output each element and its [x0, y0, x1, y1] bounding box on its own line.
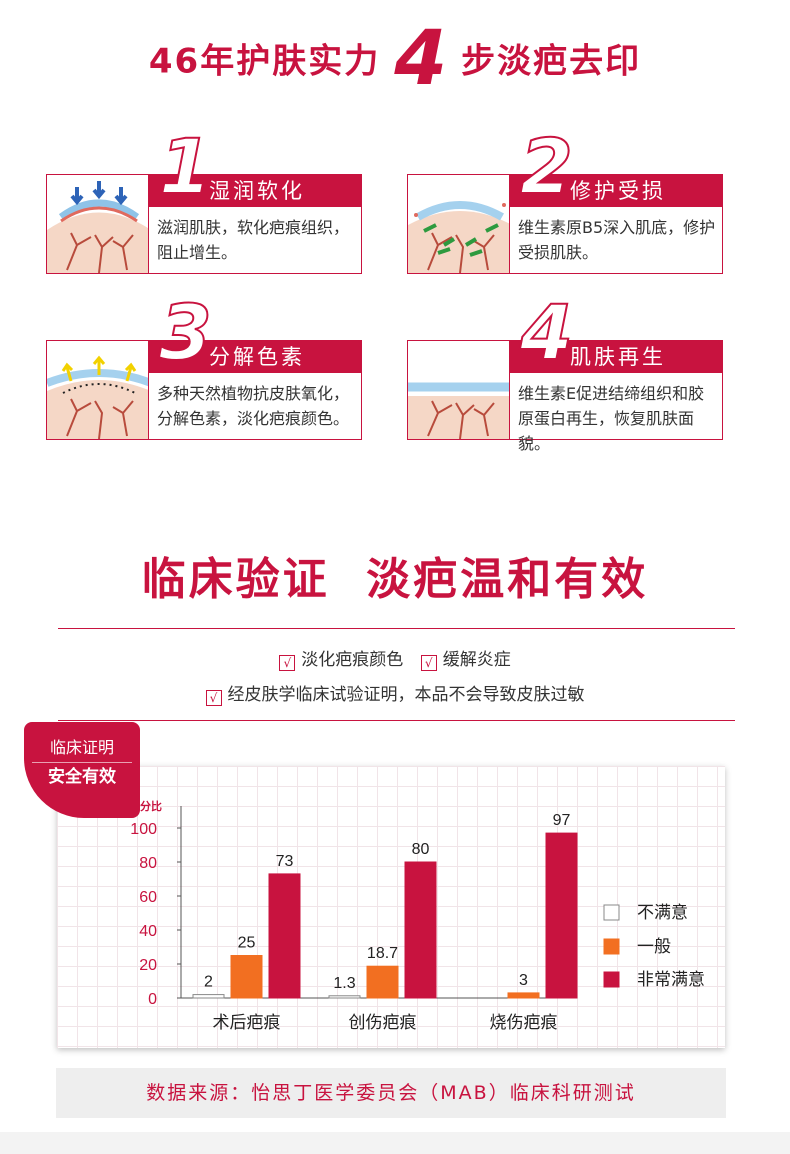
step-box-3: 3 分解色素 多种天然植物抗皮肤氧化，分解色素，淡化疤痕颜色。: [148, 294, 362, 440]
step-title: 湿润软化: [209, 179, 305, 203]
headline-part1: 46年护肤实力: [148, 41, 381, 82]
bar-1: [328, 995, 361, 999]
step-description: 滋润肌肤，软化疤痕组织，阻止增生。: [157, 218, 350, 262]
y-tick-label: 100: [130, 821, 157, 838]
divider-top: [58, 628, 735, 629]
step-card-2: 2 修护受损 维生素原B5深入肌底，修护受损肌肤。: [407, 128, 723, 274]
skin-moisture-illustration: [46, 174, 150, 274]
step-card-3: 3 分解色素 多种天然植物抗皮肤氧化，分解色素，淡化疤痕颜色。: [46, 294, 362, 440]
bar-3: [268, 873, 301, 999]
step-description: 多种天然植物抗皮肤氧化，分解色素，淡化疤痕颜色。: [157, 384, 350, 428]
step-number: 2: [519, 122, 574, 211]
y-tick-label: 40: [139, 923, 157, 940]
step-card-4: 4 肌肤再生 维生素E促进结缔组织和胶原蛋白再生，恢复肌肤面貌。: [407, 294, 723, 453]
step-number: 1: [158, 122, 213, 211]
skin-repair-illustration: [407, 174, 511, 274]
section-title: 临床验证 淡疤温和有效: [141, 554, 649, 605]
step-box-1: 1 湿润软化 滋润肌肤，软化疤痕组织，阻止增生。: [148, 128, 362, 274]
step-description: 维生素原B5深入肌底，修护受损肌肤。: [518, 218, 716, 262]
legend-swatch: [603, 938, 620, 955]
data-label: 97: [553, 812, 571, 829]
headline: 46年护肤实力 4 步淡疤去印: [0, 20, 790, 96]
legend-label: 非常满意: [637, 970, 705, 989]
bar-2: [230, 955, 263, 999]
check-icon: √: [205, 690, 222, 706]
x-tick-label: 烧伤疤痕: [490, 1013, 558, 1032]
bar-1: [192, 994, 225, 999]
claim-item: √ 缓解炎症: [420, 645, 511, 671]
pigment-breakdown-illustration: [46, 340, 150, 440]
legend-label: 不满意: [637, 903, 688, 922]
data-label: 73: [276, 853, 294, 870]
claims-row-2: √ 经皮肤学临床试验证明，本品不会导致皮肤过敏: [0, 680, 790, 706]
step-box-4: 4 肌肤再生 维生素E促进结缔组织和胶原蛋白再生，恢复肌肤面貌。: [509, 294, 723, 453]
data-source-note: 数据来源：怡思丁医学委员会（MAB）临床科研测试: [56, 1068, 726, 1118]
step-number: 3: [158, 288, 213, 377]
data-label: 2: [204, 974, 213, 991]
claim-item: √ 淡化疤痕颜色: [279, 645, 403, 671]
y-tick-label: 0: [148, 991, 157, 1008]
data-label: 25: [238, 935, 256, 952]
data-label: 1.3: [333, 975, 355, 992]
data-label: 3: [519, 972, 528, 989]
step-number: 4: [519, 288, 574, 377]
headline-number: 4: [394, 13, 448, 102]
x-tick-label: 术后疤痕: [213, 1013, 281, 1032]
bar-3: [545, 832, 578, 999]
badge-line1: 临床证明: [49, 738, 114, 757]
badge-line2: 安全有效: [48, 767, 116, 787]
bar-3: [404, 861, 437, 999]
footer-strip: [0, 1132, 790, 1154]
check-icon: √: [420, 655, 437, 671]
step-title: 肌肤再生: [570, 345, 666, 369]
data-label: 18.7: [367, 945, 398, 962]
divider-bottom: [58, 720, 735, 721]
bar-2: [507, 992, 540, 999]
y-tick-label: 20: [139, 957, 157, 974]
bar-2: [366, 965, 399, 999]
chart-panel: 百分比 0 20 40 60 80 100 2 25 73 术后疤痕 1.3 18.7 80 创伤疤痕 3 97…: [57, 766, 725, 1048]
step-card-1: 1 湿润软化 滋润肌肤，软化疤痕组织，阻止增生。: [46, 128, 362, 274]
data-label: 80: [412, 841, 430, 858]
y-tick-label: 60: [139, 889, 157, 906]
step-box-2: 2 修护受损 维生素原B5深入肌底，修护受损肌肤。: [509, 128, 723, 274]
y-tick-label: 80: [139, 855, 157, 872]
legend-label: 一般: [637, 937, 671, 956]
claims-row-1: √ 淡化疤痕颜色 √ 缓解炎症: [0, 645, 790, 671]
step-title: 分解色素: [209, 345, 305, 369]
skin-regeneration-illustration: [407, 340, 511, 440]
headline-part2: 步淡疤去印: [461, 41, 642, 82]
claim-item: √ 经皮肤学临床试验证明，本品不会导致皮肤过敏: [205, 680, 585, 706]
legend-swatch: [603, 971, 620, 988]
step-description: 维生素E促进结缔组织和胶原蛋白再生，恢复肌肤面貌。: [518, 384, 705, 453]
step-title: 修护受损: [570, 179, 666, 203]
check-icon: √: [279, 655, 296, 671]
clinical-badge: 临床证明 安全有效: [24, 722, 140, 818]
legend-swatch: [603, 904, 620, 921]
x-tick-label: 创伤疤痕: [349, 1013, 417, 1032]
bar-chart: 百分比02040608010022573术后疤痕1.318.780创伤疤痕397…: [129, 799, 705, 1032]
